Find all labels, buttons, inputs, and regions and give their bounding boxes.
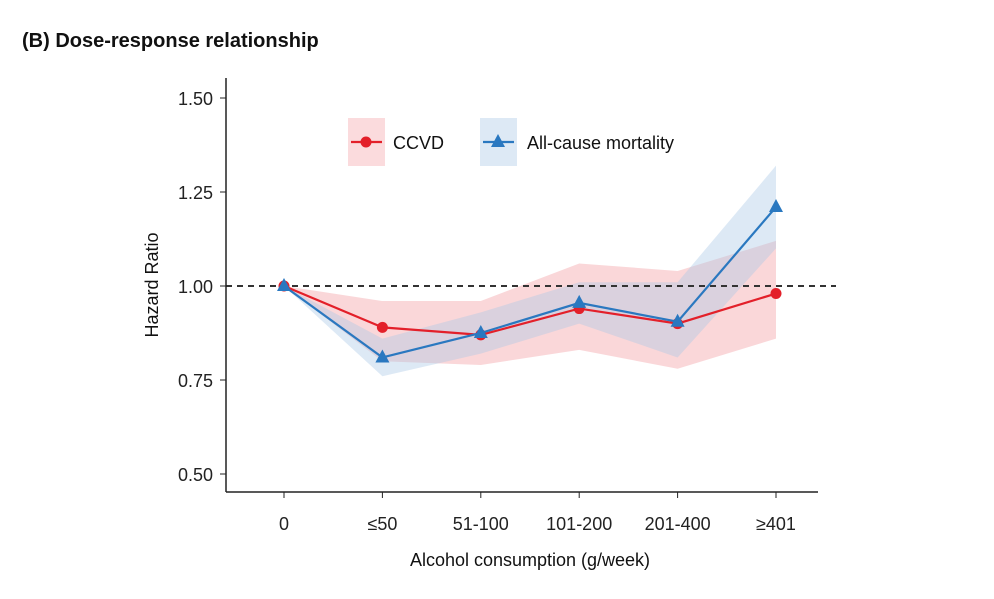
chart-title: (B) Dose-response relationship	[22, 30, 319, 52]
data-point-circle	[770, 288, 782, 300]
y-tick-label: 1.50	[178, 89, 213, 109]
x-axis-label: Alcohol consumption (g/week)	[410, 550, 650, 570]
legend-label: CCVD	[393, 133, 444, 153]
series-line-0	[283, 284, 777, 336]
data-point-triangle	[375, 349, 390, 363]
y-axis-label: Hazard Ratio	[142, 232, 162, 337]
y-tick-label: 1.00	[178, 277, 213, 297]
ci-band-0	[284, 240, 776, 369]
data-point-triangle	[473, 325, 488, 338]
legend-label: All-cause mortality	[527, 133, 674, 153]
x-tick-label: 101-200	[546, 514, 612, 534]
x-tick-label: 51-100	[453, 514, 509, 534]
x-tick-label: ≤50	[367, 514, 397, 534]
y-tick-label: 1.25	[178, 183, 213, 203]
legend-item-1: All-cause mortality	[480, 118, 674, 166]
data-point-triangle	[670, 313, 685, 327]
data-point-triangle	[769, 199, 783, 213]
x-tick-label: ≥401	[756, 514, 796, 534]
legend-circle-icon	[360, 136, 372, 148]
y-tick-label: 0.50	[178, 465, 213, 485]
ci-band-1	[284, 165, 776, 377]
legend-triangle-icon	[491, 134, 505, 147]
data-point-triangle	[572, 294, 587, 308]
series-line-1	[283, 206, 777, 359]
data-point-circle	[376, 321, 388, 333]
data-point-triangle	[277, 278, 291, 291]
x-tick-label: 0	[279, 514, 289, 534]
legend-item-0: CCVD	[348, 118, 444, 166]
y-tick-label: 0.75	[178, 371, 213, 391]
x-tick-label: 201-400	[645, 514, 711, 534]
